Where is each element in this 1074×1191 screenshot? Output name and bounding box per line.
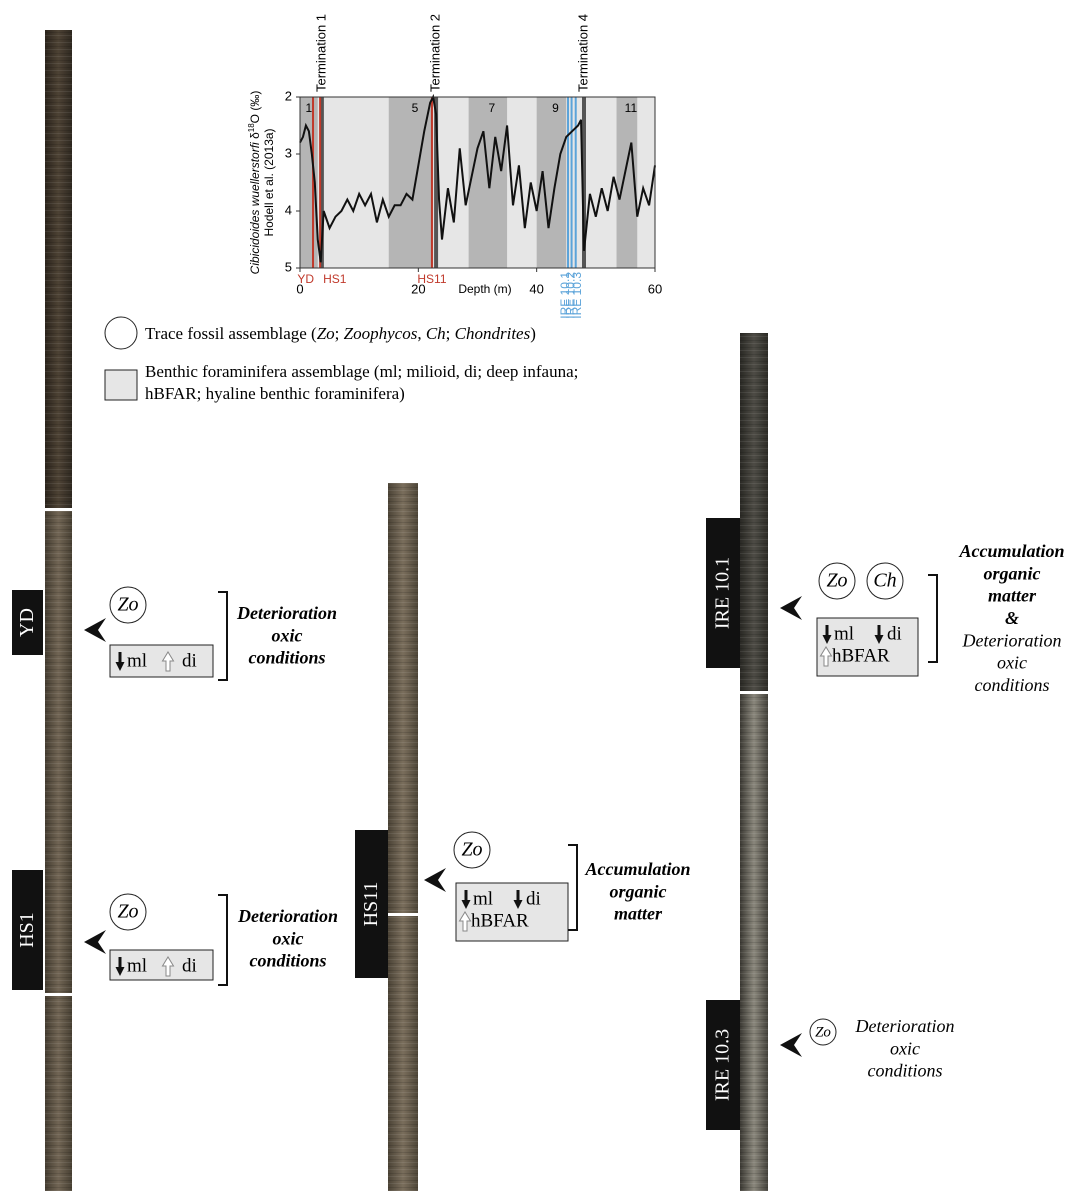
y-tick-label: 3 xyxy=(285,145,292,160)
interpretation: Accumulation xyxy=(958,541,1064,561)
legend-text: Benthic foraminifera assemblage (ml; mil… xyxy=(145,362,578,381)
y-axis-label: Cibicidoides wuellerstorfi δ18O (‰) xyxy=(247,91,263,275)
y-tick-label: 2 xyxy=(285,88,292,103)
foram-box xyxy=(110,950,213,980)
legend: Trace fossil assemblage (Zo; Zoophycos, … xyxy=(105,317,578,403)
stage-label: 7 xyxy=(489,101,496,115)
interpretation: Deterioration xyxy=(855,1016,955,1036)
core-texture xyxy=(45,30,72,1191)
core-texture xyxy=(388,483,418,1191)
event-label: IRE 10.1 xyxy=(712,557,734,629)
interpretation: oxic xyxy=(890,1038,920,1058)
pointer-arrow xyxy=(84,930,106,954)
pointer-arrow xyxy=(84,618,106,642)
event-label: IRE 10.3 xyxy=(570,272,584,319)
bracket xyxy=(218,592,227,680)
event-label: HS11 xyxy=(360,882,382,927)
trace-fossil: Zo xyxy=(826,570,847,592)
interpretation: Deterioration xyxy=(237,906,338,926)
bracket xyxy=(218,895,227,985)
interpretation: organic xyxy=(983,563,1040,583)
legend-text: hBFAR; hyaline benthic foraminifera) xyxy=(145,384,405,403)
foram-taxon: di xyxy=(182,650,197,671)
foram-box xyxy=(110,645,213,677)
event-label: IRE 10.3 xyxy=(712,1029,734,1101)
figure: 1 5 7 9 11 Termination 1 Termination 2 Terminat… xyxy=(0,0,1074,1191)
bracket xyxy=(928,575,937,662)
interpretation: oxic xyxy=(272,625,303,645)
trace-fossil: Zo xyxy=(815,1024,831,1040)
y-tick-label: 5 xyxy=(285,259,292,274)
interpretation: matter xyxy=(988,586,1037,606)
y-tick-label: 4 xyxy=(285,202,292,217)
foram-taxon: ml xyxy=(473,888,493,909)
x-tick-label: 60 xyxy=(648,281,662,296)
y-axis-label-part: O (‰) xyxy=(248,91,262,124)
pointer-arrow xyxy=(424,868,446,892)
interpretation: conditions xyxy=(248,648,325,668)
interpretation: matter xyxy=(614,904,663,924)
foram-taxon: ml xyxy=(834,623,854,644)
foram-taxon: di xyxy=(182,955,197,976)
x-tick-label: 20 xyxy=(411,281,425,296)
pointer-arrow xyxy=(780,1033,802,1057)
termination-label: Termination 1 xyxy=(313,14,328,92)
bracket xyxy=(568,845,577,930)
stage-label: 9 xyxy=(552,101,559,115)
core-break xyxy=(387,913,419,916)
interpretation: Deterioration xyxy=(962,630,1062,650)
stage-label: 1 xyxy=(306,101,313,115)
interpretation: Accumulation xyxy=(584,859,690,879)
trace-fossil: Ch xyxy=(873,570,896,592)
interpretation: Deterioration xyxy=(236,603,337,623)
foram-taxon: ml xyxy=(127,955,147,976)
event-label: YD xyxy=(16,608,38,637)
interpretation: oxic xyxy=(997,653,1027,673)
foram-taxon: hBFAR xyxy=(832,645,890,666)
interpretation: conditions xyxy=(975,675,1050,695)
core-break xyxy=(44,508,73,511)
foram-taxon: hBFAR xyxy=(471,910,529,931)
legend-text: Trace fossil assemblage (Zo; Zoophycos, … xyxy=(145,324,536,343)
event-label: HS1 xyxy=(323,272,347,286)
interpretation: organic xyxy=(609,881,666,901)
event-label: HS1 xyxy=(16,912,38,948)
foram-taxon: ml xyxy=(127,650,147,671)
page: 1 5 7 9 11 Termination 1 Termination 2 Terminat… xyxy=(0,0,1074,1191)
x-tick-label: 40 xyxy=(529,281,543,296)
pointer-arrow xyxy=(780,596,802,620)
interpretation: & xyxy=(1005,608,1019,628)
termination-label: Termination 2 xyxy=(428,14,443,92)
legend-circle xyxy=(105,317,137,349)
y-axis-label-part: δ xyxy=(248,132,262,142)
foram-taxon: di xyxy=(887,623,902,644)
trace-fossil: Zo xyxy=(117,901,138,923)
interpretation: conditions xyxy=(868,1061,943,1081)
legend-box xyxy=(105,370,137,400)
stage-label: 11 xyxy=(625,101,638,115)
x-axis-label: Depth (m) xyxy=(458,282,511,296)
core-break xyxy=(44,993,73,996)
stage-label: 5 xyxy=(412,101,419,115)
termination-label: Termination 4 xyxy=(575,14,590,92)
core-break xyxy=(739,691,769,694)
interpretation: conditions xyxy=(249,951,326,971)
trace-fossil: Zo xyxy=(461,839,482,861)
trace-fossil: Zo xyxy=(117,594,138,616)
foram-taxon: di xyxy=(526,888,541,909)
x-tick-label: 0 xyxy=(296,281,303,296)
core-texture xyxy=(740,333,768,1191)
y-axis-label-part: Cibicidoides wuellerstorfi xyxy=(248,142,262,274)
inset-chart: 1 5 7 9 11 Termination 1 Termination 2 Terminat… xyxy=(247,14,663,319)
y-axis-source: Hodell et al. (2013a) xyxy=(262,128,276,236)
interpretation: oxic xyxy=(273,928,304,948)
